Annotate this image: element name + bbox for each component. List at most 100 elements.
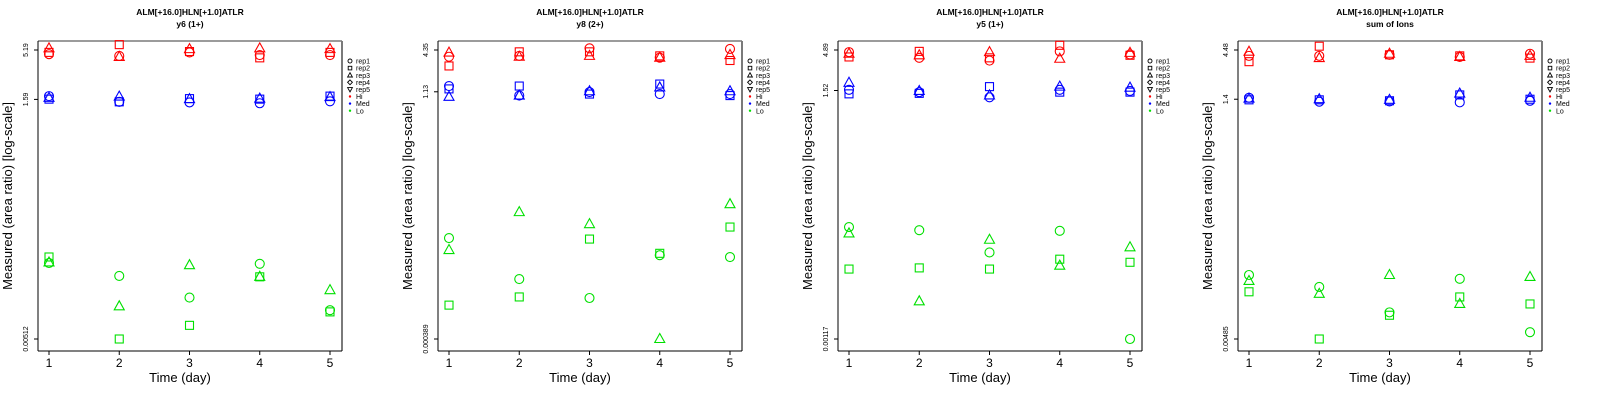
data-point-hi-rep3 <box>1313 51 1326 63</box>
legend-hi-dot-icon <box>1548 95 1552 98</box>
data-point-med-rep1 <box>114 96 125 107</box>
legend-med-dot-icon <box>748 102 752 105</box>
y-tick-label: 1.52 <box>823 84 830 98</box>
data-point-med-rep2 <box>255 94 265 104</box>
y-tick-label: 4.89 <box>823 43 830 57</box>
x-axis-label: Time (day) <box>149 370 211 385</box>
legend-triangle-down-icon <box>1146 87 1154 93</box>
data-point-hi-rep1 <box>984 55 995 66</box>
data-point-lo-rep1 <box>1384 307 1395 318</box>
y-axis-label: Measured (area ratio) [log-scale] <box>1200 102 1215 290</box>
data-point-hi-rep3 <box>843 47 855 58</box>
legend-label: Med <box>1156 101 1170 108</box>
data-point-lo-rep3 <box>653 332 666 344</box>
data-point-hi-rep2 <box>114 40 124 50</box>
chart-subtitle: y5 (1+) <box>976 19 1003 29</box>
data-point-lo-rep1 <box>184 292 195 303</box>
legend-triangle-down-icon <box>1546 87 1554 93</box>
data-point-hi-rep3 <box>513 50 526 61</box>
legend-label: rep2 <box>756 66 770 73</box>
y-tick-label: 0.00485 <box>1223 326 1230 351</box>
data-point-lo-rep1 <box>324 305 336 316</box>
data-point-med-rep2 <box>444 84 454 94</box>
data-point-med-rep3 <box>443 90 455 101</box>
data-point-lo-rep1 <box>1054 225 1065 236</box>
legend-label: rep2 <box>1556 66 1570 73</box>
data-point-lo-rep2 <box>984 264 995 274</box>
data-point-lo-rep2 <box>1125 257 1135 267</box>
y-tick-label: 4.35 <box>423 43 430 57</box>
data-point-med-rep3 <box>843 76 855 87</box>
legend-triangle-down-icon <box>346 87 354 93</box>
data-point-hi-rep1 <box>1314 50 1325 61</box>
data-point-lo-rep2 <box>725 222 735 232</box>
legend-circle-icon <box>747 58 753 64</box>
y-tick-label: 0.00117 <box>823 327 830 352</box>
x-tick-label: 3 <box>586 356 593 370</box>
x-tick-label: 4 <box>1056 356 1063 370</box>
legend-label: Lo <box>756 108 764 115</box>
data-point-lo-rep2 <box>1314 334 1324 344</box>
data-point-med-rep3 <box>724 84 736 96</box>
legend-circle-icon <box>1147 58 1153 64</box>
chart-panel: ALM[+16.0]HLN[+1.0]ATLR y8 (2+) 4.35 1.13 0.… <box>400 7 770 385</box>
data-point-med-rep2 <box>725 91 735 101</box>
data-point-lo-rep3 <box>1243 274 1255 286</box>
data-point-hi-rep3 <box>653 51 666 62</box>
data-point-med-rep1 <box>1454 97 1465 108</box>
legend-label: rep5 <box>356 87 370 94</box>
data-point-lo-rep3 <box>1383 268 1396 280</box>
legend-med-dot-icon <box>1548 102 1552 105</box>
legend-label: rep3 <box>356 73 370 80</box>
data-point-hi-rep3 <box>1383 47 1396 58</box>
data-point-lo-rep2 <box>325 307 335 317</box>
data-point-med-rep3 <box>983 88 996 100</box>
data-point-hi-rep2 <box>914 46 924 56</box>
x-axis-label: Time (day) <box>949 370 1011 385</box>
data-point-med-rep3 <box>1453 86 1466 98</box>
chart-title: ALM[+16.0]HLN[+1.0]ATLR <box>136 7 244 17</box>
data-point-lo-rep1 <box>724 251 736 263</box>
legend-square-icon <box>1147 65 1153 71</box>
legend-circle-icon <box>1547 58 1553 64</box>
legend-label: rep3 <box>1556 73 1570 80</box>
x-tick-label: 2 <box>916 356 923 370</box>
data-point-hi-rep1 <box>724 43 736 54</box>
legend-label: rep2 <box>356 66 370 73</box>
y-tick-label: 5.19 <box>23 43 30 57</box>
data-point-lo-rep1 <box>584 292 595 304</box>
data-point-hi-rep3 <box>913 48 926 60</box>
data-point-hi-rep3 <box>1124 46 1136 57</box>
legend-triangle-up-icon <box>1146 71 1154 78</box>
x-tick-label: 3 <box>186 356 193 370</box>
chart-panel: ALM[+16.0]HLN[+1.0]ATLR y5 (1+) 4.89 1.52 0.… <box>800 7 1170 385</box>
chart-panel: ALM[+16.0]HLN[+1.0]ATLR sum of Ions 4.48 1.… <box>1200 7 1570 385</box>
data-point-hi-rep3 <box>1524 49 1536 60</box>
legend-square-icon <box>347 65 353 71</box>
x-tick-label: 1 <box>46 356 53 370</box>
legend-hi-dot-icon <box>348 95 352 98</box>
data-point-med-rep1 <box>443 80 455 92</box>
data-point-lo-rep3 <box>324 283 336 295</box>
legend-label: Hi <box>756 94 763 101</box>
data-point-hi-rep3 <box>183 42 196 54</box>
data-point-med-rep3 <box>583 84 596 96</box>
data-point-hi-rep1 <box>443 51 455 62</box>
data-point-lo-rep3 <box>1313 287 1326 298</box>
legend-label: Med <box>356 101 370 108</box>
y-tick-label: 0.000389 <box>423 324 430 353</box>
data-point-med-rep3 <box>1053 79 1066 91</box>
data-point-med-rep3 <box>183 92 196 104</box>
data-point-lo-rep3 <box>1453 297 1466 309</box>
chart-title: ALM[+16.0]HLN[+1.0]ATLR <box>1336 7 1444 17</box>
legend-label: rep5 <box>756 87 770 94</box>
data-point-lo-rep3 <box>583 217 596 229</box>
x-tick-label: 2 <box>516 356 523 370</box>
x-tick-label: 5 <box>1527 356 1534 370</box>
data-point-hi-rep3 <box>1453 50 1466 62</box>
